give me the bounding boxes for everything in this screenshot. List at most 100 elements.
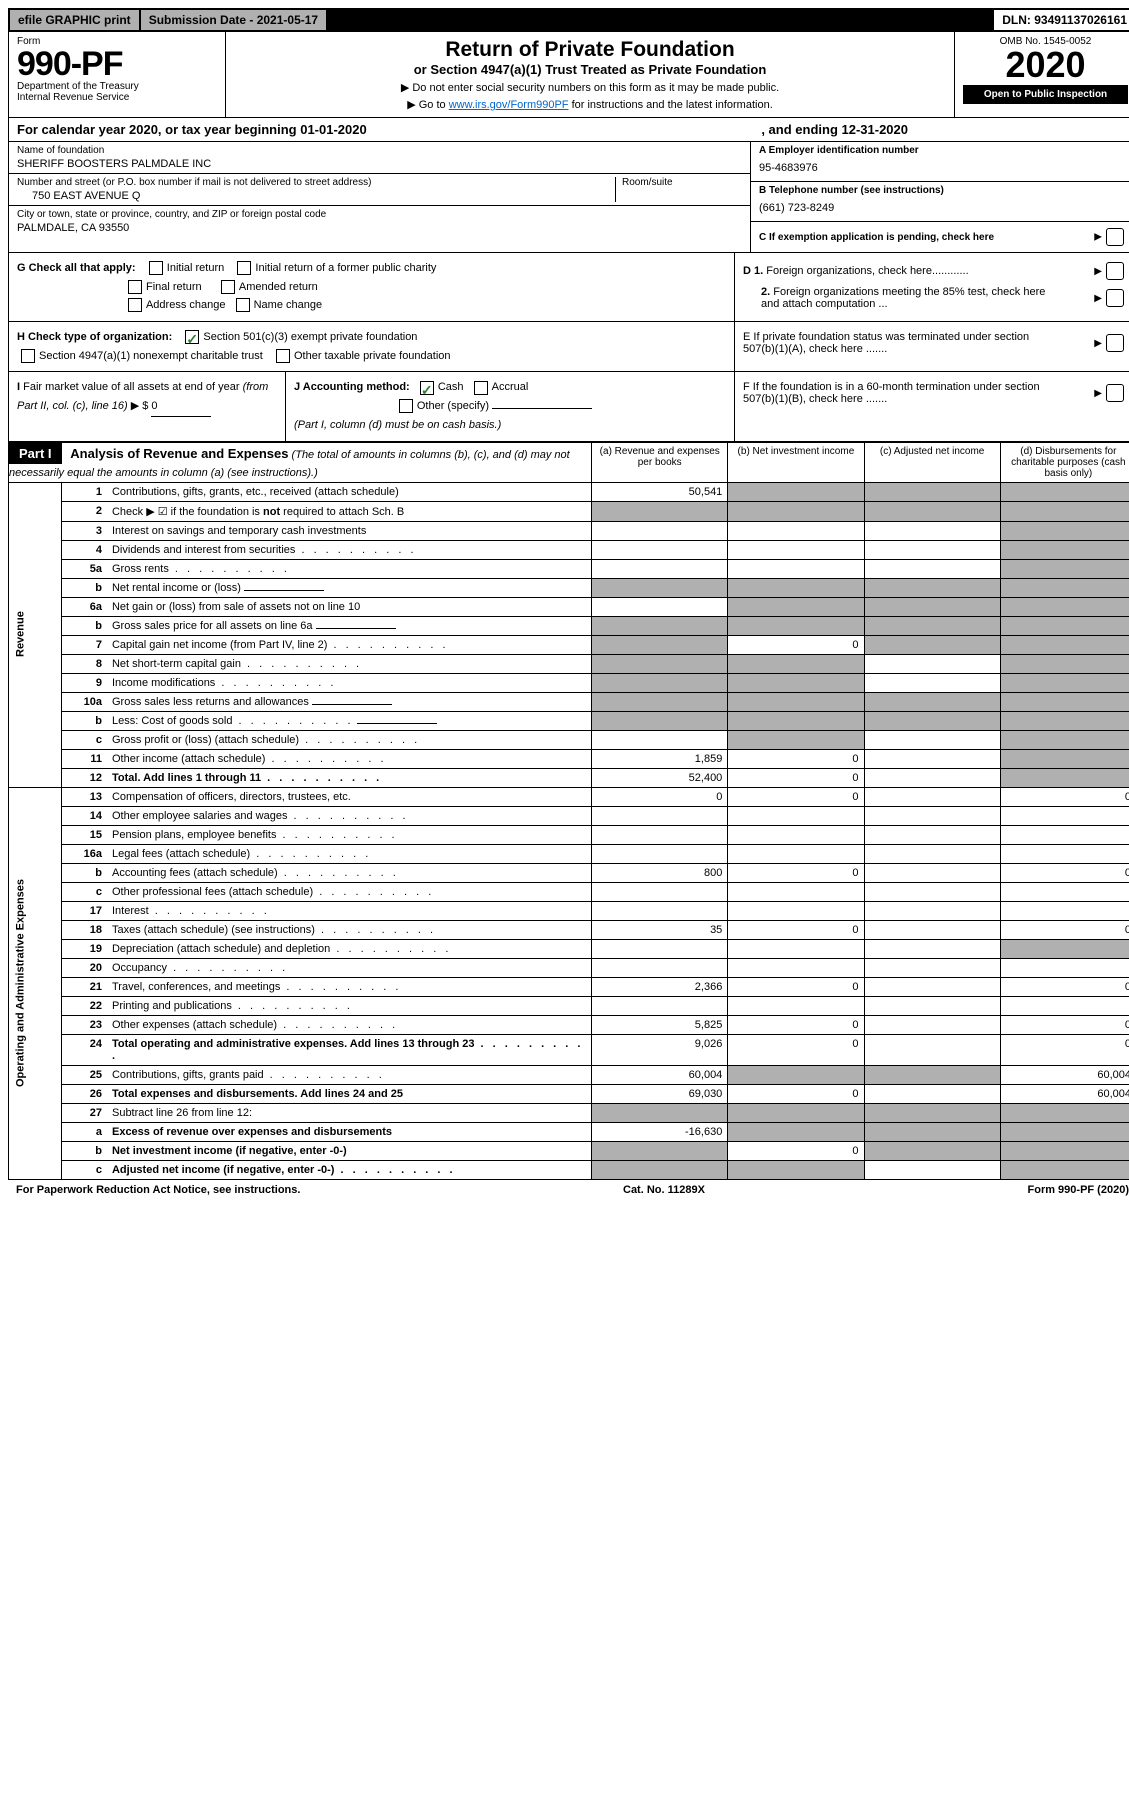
- e-checkbox[interactable]: [1106, 334, 1124, 352]
- table-row: 12Total. Add lines 1 through 1152,4000: [9, 768, 1129, 787]
- dept: Department of the Treasury: [17, 81, 217, 92]
- irs: Internal Revenue Service: [17, 92, 217, 103]
- table-row: bNet rental income or (loss): [9, 578, 1129, 597]
- f-checkbox[interactable]: [1106, 384, 1124, 402]
- row-number: a: [61, 1122, 107, 1141]
- g-initial-former[interactable]: [237, 261, 251, 275]
- row-value: [728, 559, 864, 578]
- instr-link[interactable]: www.irs.gov/Form990PF: [449, 99, 569, 111]
- row-value: 0: [728, 863, 864, 882]
- row-value: [1000, 806, 1129, 825]
- row-description: Contributions, gifts, grants, etc., rece…: [107, 482, 592, 501]
- row-number: c: [61, 1160, 107, 1179]
- g-final-return[interactable]: [128, 280, 142, 294]
- row-number: 23: [61, 1015, 107, 1034]
- row-value: [592, 958, 728, 977]
- room-label: Room/suite: [622, 177, 742, 188]
- row-value: [728, 578, 864, 597]
- h-4947[interactable]: [21, 349, 35, 363]
- row-value: [1000, 673, 1129, 692]
- row-value: [1000, 1160, 1129, 1179]
- h-other-taxable[interactable]: [276, 349, 290, 363]
- table-row: Revenue1Contributions, gifts, grants, et…: [9, 482, 1129, 501]
- g-address-change[interactable]: [128, 298, 142, 312]
- row-number: 8: [61, 654, 107, 673]
- row-value: -16,630: [592, 1122, 728, 1141]
- table-row: aExcess of revenue over expenses and dis…: [9, 1122, 1129, 1141]
- row-description: Gross profit or (loss) (attach schedule): [107, 730, 592, 749]
- row-description: Adjusted net income (if negative, enter …: [107, 1160, 592, 1179]
- d2-checkbox[interactable]: [1106, 289, 1124, 307]
- row-number: 25: [61, 1065, 107, 1084]
- row-value: 0: [728, 920, 864, 939]
- row-value: 52,400: [592, 768, 728, 787]
- c-checkbox[interactable]: [1106, 228, 1124, 246]
- g-amended[interactable]: [221, 280, 235, 294]
- row-value: 0: [728, 768, 864, 787]
- row-value: [728, 692, 864, 711]
- row-value: [864, 1034, 1000, 1065]
- g-name-change[interactable]: [236, 298, 250, 312]
- row-value: [592, 1103, 728, 1122]
- d1-text: Foreign organizations, check here.......…: [766, 265, 968, 277]
- row-value: [1000, 882, 1129, 901]
- row-value: [864, 578, 1000, 597]
- row-description: Travel, conferences, and meetings: [107, 977, 592, 996]
- table-row: 11Other income (attach schedule)1,8590: [9, 749, 1129, 768]
- instr-1: ▶ Do not enter social security numbers o…: [232, 81, 948, 94]
- row-number: 3: [61, 521, 107, 540]
- g-initial-return[interactable]: [149, 261, 163, 275]
- row-value: [592, 711, 728, 730]
- row-description: Interest: [107, 901, 592, 920]
- row-value: [864, 844, 1000, 863]
- row-value: [1000, 749, 1129, 768]
- d2-text: Foreign organizations meeting the 85% te…: [761, 286, 1045, 310]
- table-row: 3Interest on savings and temporary cash …: [9, 521, 1129, 540]
- row-value: [864, 977, 1000, 996]
- row-number: b: [61, 1141, 107, 1160]
- row-description: Gross sales less returns and allowances: [107, 692, 592, 711]
- table-row: 19Depreciation (attach schedule) and dep…: [9, 939, 1129, 958]
- table-row: 4Dividends and interest from securities: [9, 540, 1129, 559]
- col-b-header: (b) Net investment income: [728, 442, 864, 482]
- row-description: Net investment income (if negative, ente…: [107, 1141, 592, 1160]
- row-value: [1000, 501, 1129, 521]
- c-label: C If exemption application is pending, c…: [759, 232, 994, 243]
- row-value: [728, 996, 864, 1015]
- j-other[interactable]: [399, 399, 413, 413]
- row-number: b: [61, 863, 107, 882]
- top-bar: efile GRAPHIC print Submission Date - 20…: [8, 8, 1129, 32]
- row-value: [728, 521, 864, 540]
- g-o5: Address change: [146, 299, 226, 311]
- row-description: Other expenses (attach schedule): [107, 1015, 592, 1034]
- h-label: H Check type of organization:: [17, 331, 172, 343]
- g-o1: Initial return: [167, 262, 224, 274]
- row-value: [1000, 597, 1129, 616]
- row-value: 0: [728, 1141, 864, 1160]
- d1-checkbox[interactable]: [1106, 262, 1124, 280]
- row-value: [864, 749, 1000, 768]
- row-value: [728, 501, 864, 521]
- j-accrual[interactable]: [474, 381, 488, 395]
- row-value: [864, 559, 1000, 578]
- row-value: [728, 1122, 864, 1141]
- table-row: 5aGross rents: [9, 559, 1129, 578]
- h-501c3[interactable]: [185, 330, 199, 344]
- page-footer: For Paperwork Reduction Act Notice, see …: [8, 1180, 1129, 1200]
- row-value: [1000, 825, 1129, 844]
- h-o1: Section 501(c)(3) exempt private foundat…: [203, 331, 417, 343]
- row-value: [864, 1141, 1000, 1160]
- row-value: 0: [728, 1034, 864, 1065]
- table-row: 24Total operating and administrative exp…: [9, 1034, 1129, 1065]
- row-value: [728, 482, 864, 501]
- row-number: b: [61, 616, 107, 635]
- efile-print-btn[interactable]: efile GRAPHIC print: [10, 10, 141, 30]
- row-value: [592, 1160, 728, 1179]
- row-value: 0: [728, 1015, 864, 1034]
- table-row: 16aLegal fees (attach schedule): [9, 844, 1129, 863]
- row-number: 14: [61, 806, 107, 825]
- row-value: [728, 958, 864, 977]
- row-number: 17: [61, 901, 107, 920]
- j-cash[interactable]: [420, 381, 434, 395]
- row-value: 5,825: [592, 1015, 728, 1034]
